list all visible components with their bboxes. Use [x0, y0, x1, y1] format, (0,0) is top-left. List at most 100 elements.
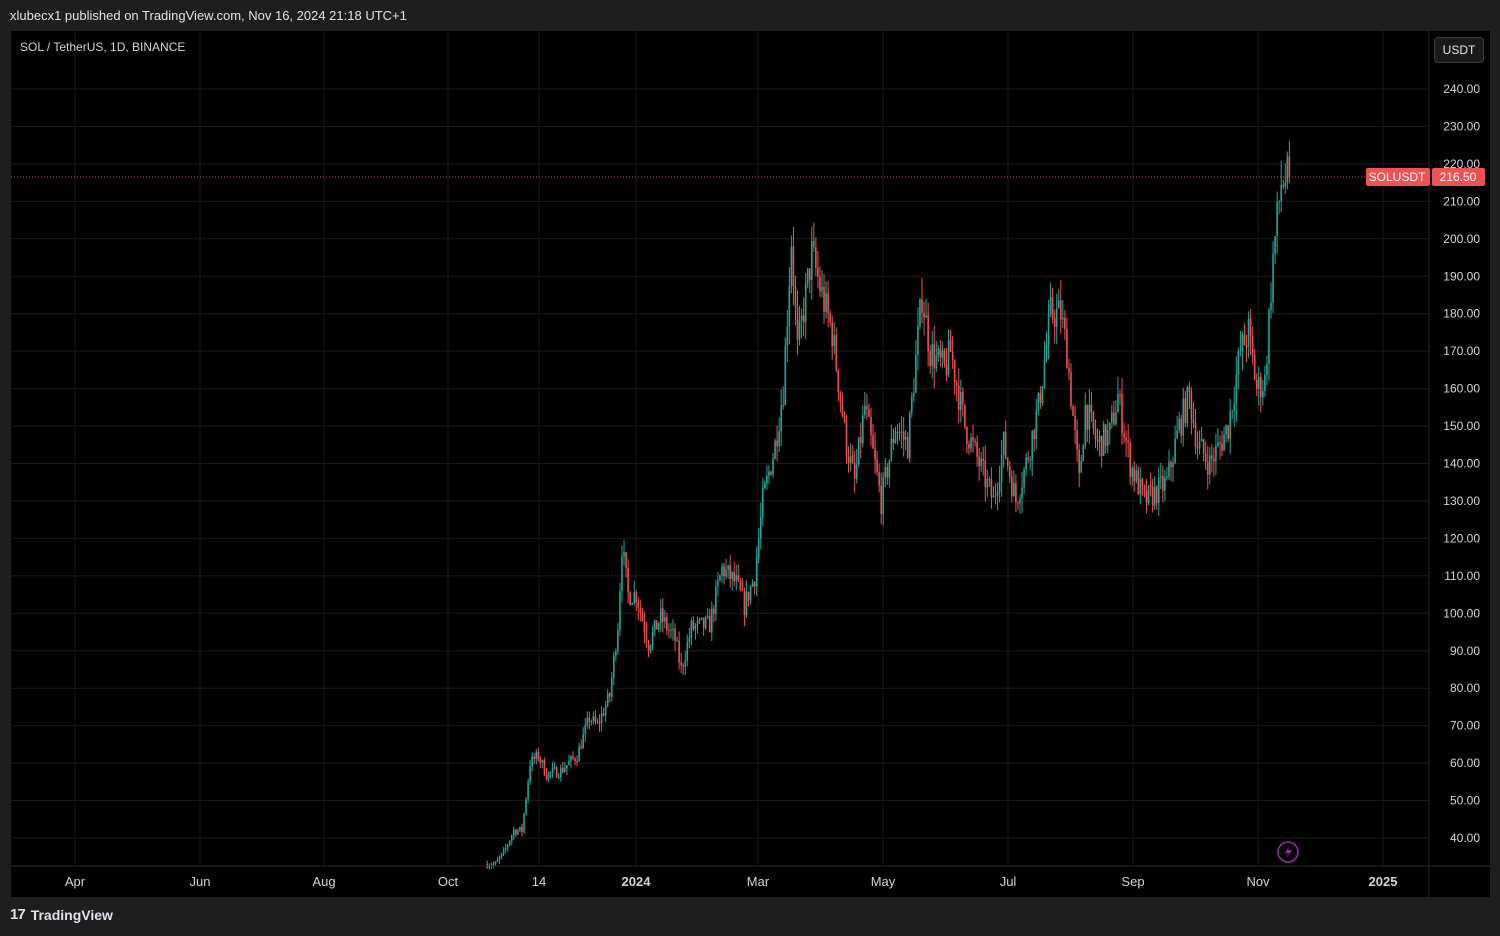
- candle-body: [1153, 486, 1156, 506]
- candle-body: [1160, 476, 1162, 478]
- candle-body: [551, 768, 554, 773]
- candle-body: [915, 354, 917, 393]
- candle-body: [508, 840, 511, 846]
- y-tick-label: 220.00: [1443, 157, 1480, 171]
- candle-body: [606, 693, 609, 706]
- candle-body: [1235, 374, 1238, 404]
- candle-body: [686, 642, 689, 661]
- currency-button[interactable]: USDT: [1434, 37, 1484, 63]
- candle-body: [1125, 437, 1127, 441]
- candle-body: [764, 483, 766, 489]
- candle-body: [545, 774, 548, 780]
- candle-body: [1070, 372, 1072, 407]
- candle-body: [596, 721, 599, 723]
- candle-body: [874, 448, 876, 460]
- candle-body: [700, 617, 703, 619]
- x-tick-label: 2024: [622, 874, 652, 889]
- candle-body: [829, 313, 831, 323]
- candle-body: [594, 716, 597, 722]
- candle-body: [582, 734, 585, 749]
- candle-body: [739, 579, 742, 590]
- candle-body: [1206, 461, 1209, 475]
- candle-body: [1137, 469, 1140, 495]
- candle-body: [1225, 425, 1227, 435]
- y-tick-label: 200.00: [1443, 232, 1480, 246]
- candle-body: [1247, 319, 1250, 347]
- candle-body: [610, 677, 613, 697]
- x-tick-label: Aug: [312, 874, 335, 889]
- candle-body: [996, 491, 999, 496]
- candle-body: [939, 348, 942, 358]
- candle-body: [1208, 455, 1211, 475]
- candle-body: [735, 575, 738, 582]
- y-tick-label: 110.00: [1444, 569, 1480, 583]
- candle-body: [1002, 432, 1005, 455]
- candle-body: [778, 431, 780, 447]
- candle-body: [927, 315, 929, 352]
- candle-body: [1104, 424, 1107, 447]
- candle-body: [1117, 393, 1119, 413]
- candle-body: [835, 335, 838, 370]
- candle-body: [757, 538, 760, 558]
- candle-body: [598, 722, 601, 724]
- candle-body: [1278, 201, 1280, 203]
- candle-body: [749, 586, 752, 601]
- candle-body: [1064, 317, 1066, 329]
- lightning-icon[interactable]: [1277, 841, 1299, 863]
- candle-body: [741, 589, 744, 591]
- candle-body: [1149, 485, 1152, 487]
- candle-body: [704, 617, 707, 628]
- candle-body: [527, 781, 529, 800]
- candle-body: [1049, 297, 1052, 314]
- x-tick-label: May: [871, 874, 896, 889]
- candles: [486, 140, 1291, 870]
- candle-body: [1059, 300, 1062, 320]
- candle-body: [1143, 486, 1146, 491]
- candle-body: [713, 608, 715, 614]
- candle-body: [1100, 435, 1103, 456]
- candle-body: [1202, 439, 1205, 454]
- candle-body: [531, 756, 533, 767]
- candle-body: [1237, 351, 1240, 375]
- y-tick-label: 130.00: [1443, 494, 1480, 508]
- candle-body: [1155, 486, 1158, 504]
- candle-body: [708, 615, 711, 633]
- candle-body: [866, 406, 868, 410]
- candle-body: [535, 751, 538, 760]
- candle-body: [831, 322, 834, 347]
- candle-body: [1194, 423, 1197, 447]
- candle-body: [911, 396, 913, 413]
- candle-body: [710, 608, 713, 633]
- candle-body: [555, 767, 558, 778]
- candle-body: [608, 693, 611, 697]
- candle-body: [1221, 443, 1223, 451]
- candle-body: [574, 758, 576, 762]
- candle-body: [651, 631, 654, 646]
- candle-body: [1192, 419, 1195, 424]
- candle-body: [1251, 335, 1254, 355]
- candle-body: [988, 478, 991, 480]
- candle-body: [1229, 411, 1231, 439]
- candle-body: [994, 495, 997, 497]
- y-tick-label: 240.00: [1443, 82, 1480, 96]
- candle-body: [1135, 469, 1138, 482]
- candle-body: [657, 623, 660, 630]
- symbol-description: SOL / TetherUS, 1D, BINANCE: [20, 40, 186, 54]
- candle-body: [682, 665, 685, 667]
- candle-body: [1198, 441, 1201, 449]
- candle-body: [964, 404, 966, 428]
- candle-body: [1264, 375, 1266, 391]
- candle-body: [1239, 350, 1242, 352]
- candle-body: [1288, 156, 1291, 178]
- y-tick-label: 150.00: [1443, 419, 1480, 433]
- candle-body: [751, 582, 754, 587]
- candle-body: [1015, 483, 1017, 503]
- candle-body: [498, 857, 501, 860]
- candle-body: [1027, 457, 1029, 460]
- candle-body: [1033, 430, 1036, 440]
- candle-body: [1062, 317, 1064, 320]
- candle-body: [833, 335, 836, 347]
- candle-body: [645, 632, 648, 643]
- candle-body: [937, 348, 940, 356]
